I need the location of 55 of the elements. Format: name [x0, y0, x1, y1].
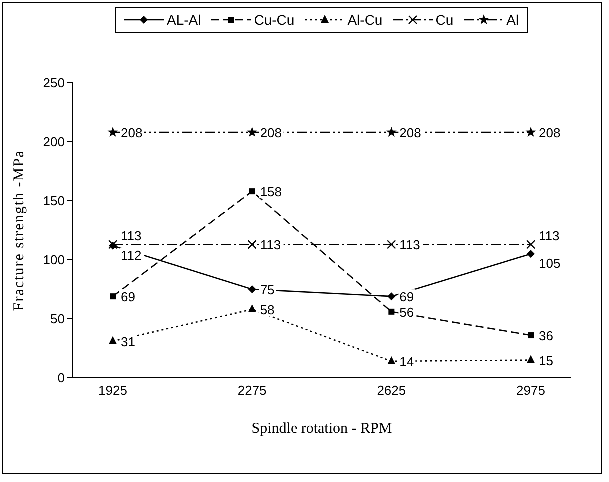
point — [109, 336, 117, 344]
point — [527, 355, 535, 364]
x-tick-label: 1925 — [98, 383, 128, 398]
legend-label: Cu — [436, 12, 454, 28]
data-label: 56 — [400, 304, 414, 320]
point — [248, 286, 256, 294]
y-tick-label: 250 — [43, 76, 65, 91]
legend-label: Al-Cu — [348, 12, 383, 28]
data-label: 31 — [121, 334, 136, 350]
data-label: 208 — [260, 126, 282, 141]
data-label: 14 — [400, 354, 414, 370]
x-axis-title: Spindle rotation - RPM — [252, 421, 392, 437]
y-tick-label: 200 — [43, 134, 65, 150]
point — [247, 127, 258, 138]
data-label: 113 — [121, 228, 142, 244]
y-axis-title: Fracture strength -MPa — [11, 150, 28, 312]
data-label: 208 — [400, 126, 422, 141]
y-tick-label: 50 — [50, 312, 65, 327]
data-label: 208 — [121, 126, 143, 141]
data-label: 69 — [400, 290, 414, 305]
x-tick-label: 2975 — [516, 383, 546, 398]
data-label: 113 — [260, 238, 282, 253]
point — [528, 332, 534, 339]
data-label: 15 — [539, 353, 554, 368]
data-label: 112 — [121, 248, 142, 263]
y-tick-label: 100 — [43, 252, 65, 268]
data-label: 113 — [400, 238, 420, 253]
point — [249, 188, 256, 195]
point — [526, 127, 536, 138]
point — [387, 240, 396, 250]
x-tick-label: 2275 — [238, 383, 267, 398]
data-label: 58 — [260, 302, 275, 318]
data-label: 36 — [539, 328, 554, 344]
x-tick-label: 2625 — [377, 383, 406, 398]
legend-label: AL-Al — [167, 12, 202, 28]
point — [386, 127, 397, 138]
data-label: 69 — [121, 290, 136, 305]
point — [526, 240, 536, 250]
point — [248, 304, 256, 313]
point — [110, 294, 116, 300]
y-tick-label: 0 — [58, 370, 65, 386]
data-label: 105 — [539, 256, 561, 272]
legend-label: Al — [506, 12, 520, 28]
legend-label: Cu-Cu — [254, 12, 295, 28]
data-label: 208 — [539, 126, 561, 141]
y-tick-label: 150 — [43, 194, 65, 209]
point — [108, 127, 118, 138]
point — [388, 292, 396, 301]
point — [527, 250, 535, 258]
data-label: 113 — [539, 228, 560, 244]
point — [388, 356, 396, 364]
data-label: 158 — [260, 184, 282, 200]
point — [388, 308, 395, 315]
data-label: 75 — [260, 282, 275, 298]
point — [248, 240, 257, 250]
